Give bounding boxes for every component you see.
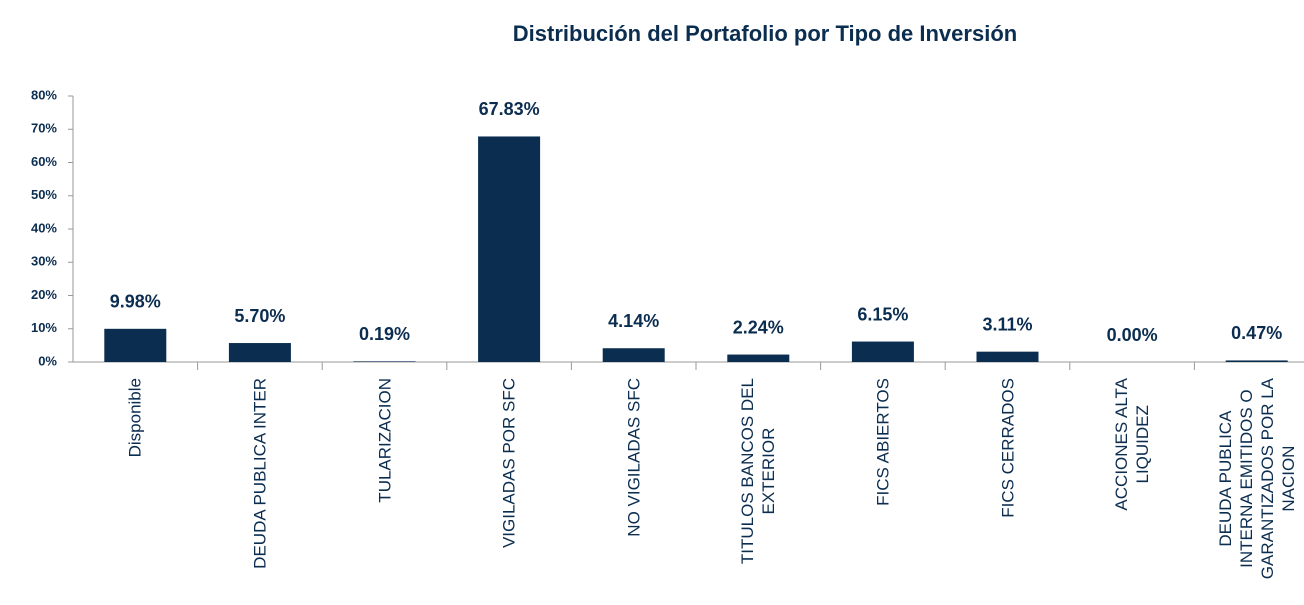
value-label: 5.70% [234, 306, 285, 326]
y-tick-label: 20% [31, 287, 57, 302]
y-tick-label: 70% [31, 121, 57, 136]
bar [1225, 360, 1288, 362]
chart-title: Distribución del Portafolio por Tipo de … [513, 21, 1017, 46]
x-tick-label: Disponible [125, 378, 145, 458]
value-label: 2.24% [733, 317, 784, 337]
x-tick-label: TITULOS BANCOS DEL EXTERIOR [738, 378, 779, 565]
value-label: 4.14% [608, 311, 659, 331]
bar [727, 354, 790, 362]
bar [353, 361, 416, 362]
value-label: 0.19% [359, 324, 410, 344]
x-tick-label: FICS ABIERTOS [873, 378, 893, 506]
y-tick-label: 10% [31, 320, 57, 335]
value-label: 67.83% [479, 99, 540, 119]
bar [976, 351, 1039, 362]
bar [104, 328, 167, 362]
x-tick-label: DEUDA PUBLICA INTERNA EMITIDOS O GARANTI… [1215, 378, 1298, 580]
bar [602, 348, 665, 362]
x-tick-label: NO VIGILADAS SFC [624, 378, 644, 537]
value-label: 0.00% [1107, 325, 1158, 345]
x-tick-label: TULARIZACION [375, 378, 394, 503]
value-label: 3.11% [982, 314, 1032, 334]
y-tick-label: 40% [31, 220, 57, 235]
value-label: 9.98% [110, 292, 161, 312]
value-label: 6.15% [857, 304, 908, 324]
value-label: 0.47% [1231, 323, 1282, 343]
x-tick-label: VIGILADAS POR SFC [499, 378, 519, 549]
y-tick-label: 50% [31, 187, 57, 202]
bar [228, 343, 291, 362]
bar [851, 341, 914, 362]
y-tick-label: 80% [31, 87, 57, 102]
bar [478, 136, 541, 362]
x-tick-label: FICS CERRADOS [998, 378, 1017, 518]
x-tick-label: DEUDA PUBLICA INTER [250, 378, 270, 569]
x-tick-label: ACCIONES ALTA LIQUIDEZ [1112, 378, 1153, 511]
y-tick-label: 30% [31, 254, 57, 269]
y-tick-label: 60% [31, 154, 57, 169]
y-tick-label: 0% [38, 353, 57, 368]
